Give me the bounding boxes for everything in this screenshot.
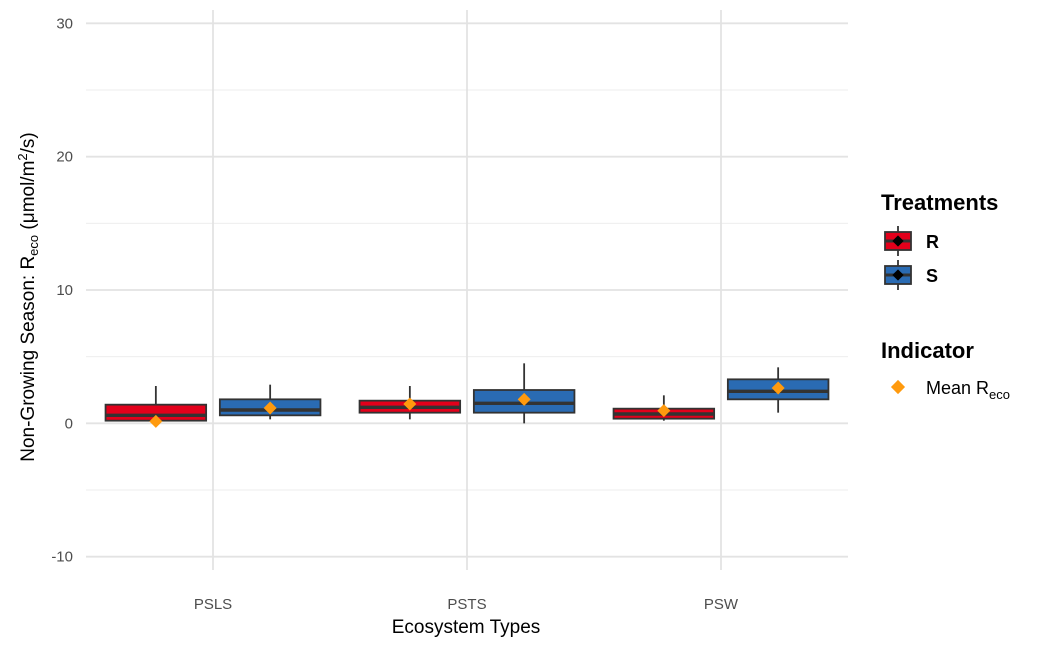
legend: Treatments RS Indicator Mean Reco <box>881 190 1010 402</box>
legend-indicator: Mean Reco <box>890 378 1010 402</box>
y-tick-label: 0 <box>65 415 73 432</box>
mean-marker-R-PSTS <box>403 397 417 411</box>
y-axis-title-subscript: eco <box>26 235 41 256</box>
y-tick-label: 20 <box>56 149 73 166</box>
mean-marker-S-PSW <box>771 381 785 395</box>
x-axis-title: Ecosystem Types <box>392 617 541 638</box>
y-tick-label: 10 <box>56 282 73 299</box>
y-tick-label: -10 <box>51 549 73 566</box>
legend-label-R: R <box>926 232 939 252</box>
y-tick-labels: -10 0 10 20 30 <box>51 15 73 565</box>
mean-marker-S-PSTS <box>517 392 531 406</box>
legend-title-indicator: Indicator <box>881 338 974 363</box>
y-axis-title: Non-Growing Season: Reco (μmol/m2/s) <box>15 132 41 462</box>
y-axis-title-superscript: 2 <box>15 153 30 160</box>
x-tick-label: PSW <box>704 596 739 613</box>
legend-title-treatments: Treatments <box>881 190 998 215</box>
y-axis-title-unit: (μmol/m <box>18 161 39 235</box>
y-tick-label: 30 <box>56 15 73 32</box>
legend-key-R: R <box>884 226 939 256</box>
legend-label-S: S <box>926 266 938 286</box>
legend-key-diamond <box>892 269 904 281</box>
legend-key-diamond <box>892 235 904 247</box>
legend-mean-label: Mean Reco <box>926 378 1010 402</box>
x-tick-labels: PSLS PSTS PSW <box>194 596 739 613</box>
legend-treatments: RS <box>884 226 939 290</box>
x-tick-label: PSTS <box>447 596 486 613</box>
gridlines <box>86 10 848 570</box>
mean-markers <box>149 381 785 428</box>
legend-mean-label-subscript: eco <box>989 387 1010 402</box>
mean-marker-S-PSLS <box>263 401 277 415</box>
legend-mean-label-main: Mean R <box>926 378 989 398</box>
x-tick-label: PSLS <box>194 596 232 613</box>
legend-key-S: S <box>884 260 938 290</box>
y-axis-title-main: Non-Growing Season: R <box>18 256 39 462</box>
y-axis-title-unit-end: /s) <box>18 132 39 153</box>
legend-mean-diamond <box>890 379 906 395</box>
mean-marker-R-PSLS <box>149 414 163 428</box>
mean-marker-R-PSW <box>657 404 671 418</box>
